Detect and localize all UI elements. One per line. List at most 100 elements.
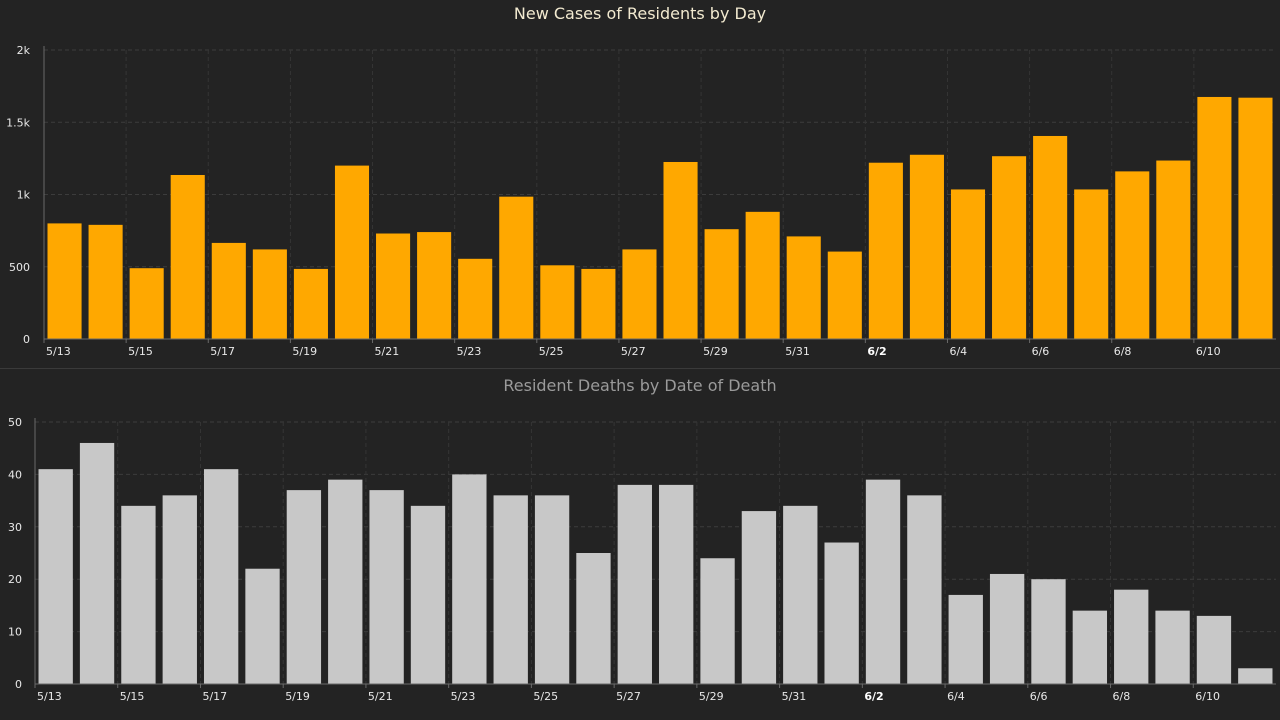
deaths-bar-6-4[interactable]	[948, 594, 983, 684]
deaths-x-tick-label: 5/27	[616, 690, 641, 703]
cases-bar-5-27[interactable]	[622, 249, 657, 339]
deaths-bar-6-7[interactable]	[1072, 610, 1108, 684]
deaths-bar-5-15[interactable]	[121, 505, 156, 684]
deaths-bar-5-17[interactable]	[203, 469, 239, 684]
deaths-bar-5-27[interactable]	[617, 484, 652, 684]
cases-chart-title: New Cases of Residents by Day	[513, 4, 767, 23]
cases-bar-5-30[interactable]	[745, 211, 780, 339]
cases-bar-5-21[interactable]	[376, 233, 411, 339]
cases-bar-6-9[interactable]	[1156, 160, 1191, 339]
deaths-bar-6-10[interactable]	[1196, 615, 1232, 684]
cases-x-tick-label: 5/21	[375, 345, 400, 358]
cases-bar-5-13[interactable]	[47, 223, 82, 339]
cases-y-tick-label: 0	[23, 333, 30, 346]
deaths-x-tick-label: 5/15	[120, 690, 145, 703]
deaths-bar-6-1[interactable]	[824, 542, 859, 684]
cases-bar-5-23[interactable]	[458, 258, 493, 339]
cases-chart-panel: New Cases of Residents by Day 0 500 1k 1.5k…	[6, 4, 1276, 358]
deaths-x-tick-label: 5/23	[451, 690, 476, 703]
cases-x-tick-label: 6/10	[1196, 345, 1221, 358]
cases-bar-5-22[interactable]	[417, 232, 452, 339]
cases-bar-6-6[interactable]	[1033, 135, 1068, 339]
cases-bar-5-31[interactable]	[786, 236, 821, 339]
deaths-x-tick-label: 5/21	[368, 690, 393, 703]
deaths-bar-5-26[interactable]	[576, 553, 611, 684]
chart-divider	[0, 368, 1280, 369]
deaths-bar-5-13[interactable]	[38, 469, 73, 684]
deaths-bar-6-9[interactable]	[1155, 610, 1190, 684]
deaths-bar-6-6[interactable]	[1031, 579, 1066, 684]
cases-bar-5-28[interactable]	[663, 161, 698, 339]
deaths-x-tick-label: 6/6	[1030, 690, 1048, 703]
cases-bar-5-14[interactable]	[88, 224, 123, 339]
deaths-x-tick-label: 5/19	[285, 690, 310, 703]
deaths-bar-5-14[interactable]	[79, 442, 115, 684]
cases-bar-5-19[interactable]	[293, 268, 328, 339]
deaths-chart-svg: 0 10 20 30 40 50 5/13 5/15 5/17 5/19 5/21 5/23 5/25 5…	[8, 416, 1276, 703]
deaths-y-tick-label: 40	[8, 468, 22, 481]
cases-bar-5-29[interactable]	[704, 229, 739, 339]
deaths-x-tick-label: 5/29	[699, 690, 724, 703]
cases-x-tick-label: 5/23	[457, 345, 482, 358]
deaths-y-tick-label: 30	[8, 521, 22, 534]
cases-x-tick-label: 5/19	[292, 345, 317, 358]
deaths-x-tick-label: 6/10	[1195, 690, 1220, 703]
deaths-bar-5-19[interactable]	[286, 490, 322, 684]
deaths-bar-5-31[interactable]	[783, 505, 818, 684]
deaths-y-tick-label: 20	[8, 573, 22, 586]
cases-bar-6-1[interactable]	[827, 251, 862, 339]
deaths-y-tick-label: 50	[8, 416, 22, 429]
cases-y-tick-label: 2k	[17, 44, 31, 57]
deaths-y-tick-label: 0	[15, 678, 22, 691]
cases-x-tick-label: 6/2	[867, 345, 886, 358]
deaths-bar-5-28[interactable]	[659, 484, 694, 684]
cases-y-tick-label: 500	[9, 261, 30, 274]
cases-bar-6-4[interactable]	[950, 189, 986, 339]
deaths-x-tick-label: 6/8	[1113, 690, 1131, 703]
cases-bar-5-18[interactable]	[252, 249, 287, 339]
deaths-bar-5-22[interactable]	[410, 505, 446, 684]
deaths-bar-5-20[interactable]	[328, 479, 363, 684]
cases-bar-6-11[interactable]	[1238, 97, 1273, 339]
deaths-bar-6-5[interactable]	[989, 573, 1025, 684]
cases-bar-6-7[interactable]	[1074, 189, 1109, 339]
deaths-x-tick-label: 5/25	[533, 690, 558, 703]
cases-x-tick-label: 5/31	[785, 345, 810, 358]
cases-x-tick-label: 5/17	[210, 345, 235, 358]
cases-chart-svg: 0 500 1k 1.5k 2k 5/13 5/15 5/17 5/19 5/21 5/23 5/25…	[6, 44, 1276, 358]
cases-x-tick-label: 6/6	[1032, 345, 1050, 358]
deaths-bar-5-25[interactable]	[534, 495, 570, 684]
deaths-y-tick-label: 10	[8, 626, 22, 639]
cases-x-tick-label: 5/25	[539, 345, 564, 358]
cases-bar-5-17[interactable]	[211, 242, 246, 339]
deaths-bar-6-3[interactable]	[907, 495, 942, 684]
deaths-bar-5-18[interactable]	[245, 568, 280, 684]
cases-bar-6-2[interactable]	[868, 162, 903, 339]
cases-bar-5-26[interactable]	[581, 268, 616, 339]
deaths-x-tick-label: 5/13	[37, 690, 62, 703]
deaths-bar-5-21[interactable]	[369, 490, 404, 684]
cases-y-tick-label: 1k	[17, 189, 31, 202]
cases-bar-5-15[interactable]	[129, 268, 164, 339]
cases-x-tick-label: 6/4	[949, 345, 967, 358]
cases-x-tick-label: 6/8	[1114, 345, 1132, 358]
deaths-x-tick-label: 6/2	[864, 690, 883, 703]
deaths-bar-5-24[interactable]	[493, 495, 528, 684]
deaths-bar-6-8[interactable]	[1114, 589, 1149, 684]
deaths-x-tick-label: 6/4	[947, 690, 965, 703]
cases-bar-5-24[interactable]	[499, 196, 534, 339]
cases-bar-5-16[interactable]	[170, 174, 205, 339]
deaths-bar-5-30[interactable]	[741, 511, 777, 684]
deaths-bar-6-11[interactable]	[1238, 668, 1273, 684]
cases-bar-5-20[interactable]	[334, 165, 370, 339]
deaths-bar-5-16[interactable]	[162, 495, 197, 684]
deaths-bar-5-29[interactable]	[700, 558, 735, 684]
cases-bar-6-10[interactable]	[1197, 96, 1232, 340]
deaths-bar-6-2[interactable]	[865, 479, 901, 684]
cases-bar-5-25[interactable]	[540, 265, 575, 339]
cases-bar-6-8[interactable]	[1115, 171, 1150, 339]
cases-bar-6-3[interactable]	[909, 154, 944, 339]
cases-x-tick-label: 5/15	[128, 345, 153, 358]
cases-bar-6-5[interactable]	[992, 156, 1027, 339]
deaths-bar-5-23[interactable]	[452, 474, 487, 684]
